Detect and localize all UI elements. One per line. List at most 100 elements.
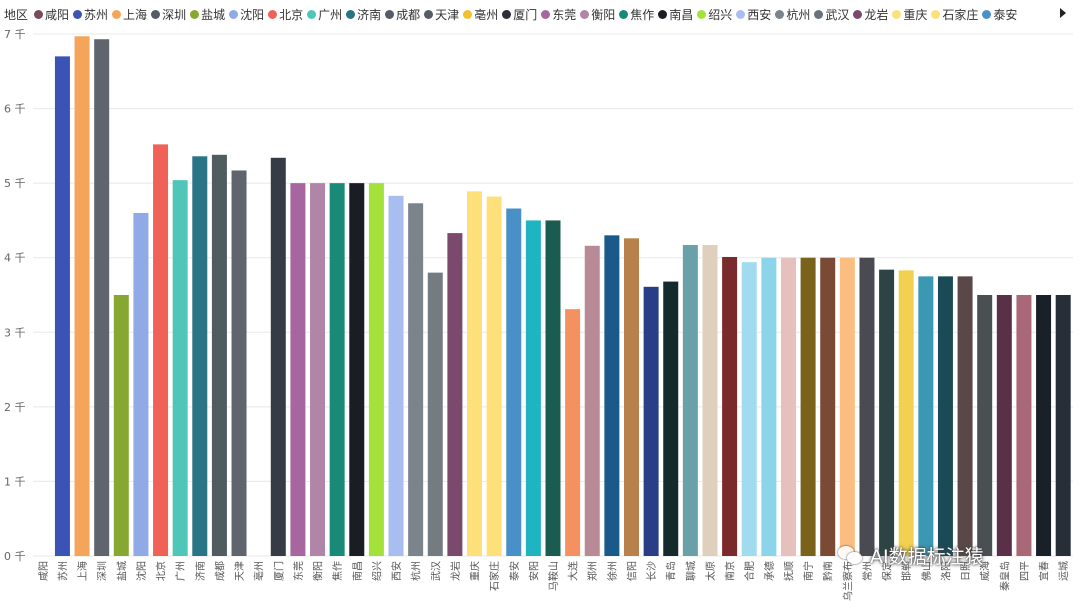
legend-item[interactable]: 亳州 [463, 6, 498, 23]
legend-item[interactable]: 西安 [736, 6, 771, 23]
legend-item-label: 南昌 [669, 7, 694, 22]
bar[interactable] [290, 183, 306, 556]
legend-item[interactable]: 咸阳 [34, 6, 69, 23]
bar[interactable] [368, 183, 384, 556]
bar[interactable] [584, 245, 600, 557]
bar[interactable] [506, 208, 522, 557]
legend-item[interactable]: 苏州 [73, 6, 108, 23]
x-tick-label: 马鞍山 [547, 561, 560, 591]
bar[interactable] [113, 295, 129, 556]
bar[interactable] [1036, 295, 1052, 556]
bar[interactable] [918, 276, 934, 556]
legend-item[interactable]: 石家庄 [931, 6, 978, 23]
bar[interactable] [663, 281, 679, 556]
legend-item[interactable]: 盐城 [190, 6, 225, 23]
x-tick-label: 长沙 [646, 561, 658, 581]
bar[interactable] [270, 157, 286, 556]
bar[interactable] [859, 257, 875, 556]
bar[interactable] [54, 56, 70, 556]
legend-item[interactable]: 厦门 [502, 6, 537, 23]
legend-item-label: 咸阳 [45, 7, 70, 22]
bar[interactable] [467, 191, 483, 557]
bar[interactable] [329, 183, 345, 556]
legend-item[interactable]: 焦作 [619, 6, 654, 23]
legend-item-label: 焦作 [630, 7, 655, 22]
legend-item[interactable]: 成都 [385, 6, 420, 23]
legend-item[interactable]: 广州 [307, 6, 342, 23]
bar[interactable] [310, 183, 326, 556]
bar[interactable] [565, 309, 581, 556]
legend-item[interactable]: 泰安 [982, 6, 1017, 23]
legend-item-label: 武汉 [825, 7, 850, 22]
legend-color-dot [931, 9, 941, 19]
bar[interactable] [349, 183, 365, 556]
bar[interactable] [643, 286, 659, 556]
legend-item[interactable]: 南昌 [658, 6, 693, 23]
bar[interactable] [741, 262, 757, 556]
legend-item[interactable]: 北京 [268, 6, 303, 23]
legend-item[interactable]: 天津 [424, 6, 459, 23]
legend-color-dot [424, 9, 434, 19]
legend-item[interactable]: 东莞 [541, 6, 576, 23]
bar[interactable] [780, 257, 796, 556]
bar[interactable] [525, 220, 541, 556]
legend-item[interactable]: 重庆 [892, 6, 927, 23]
bar[interactable] [172, 180, 188, 556]
legend-item-label: 沈阳 [240, 7, 265, 22]
bar[interactable] [623, 238, 639, 556]
bar[interactable] [722, 256, 738, 556]
legend-item[interactable]: 龙岩 [853, 6, 888, 23]
bar[interactable] [447, 233, 463, 556]
legend-item[interactable]: 济南 [346, 6, 381, 23]
bar[interactable] [94, 39, 110, 557]
x-tick-label: 南宁 [802, 561, 815, 581]
bar[interactable] [1016, 295, 1032, 556]
x-tick-label: 天津 [234, 561, 246, 581]
legend-item-label: 盐城 [201, 7, 226, 22]
bar[interactable] [898, 270, 914, 556]
bar[interactable] [486, 196, 502, 556]
bar[interactable] [133, 212, 149, 556]
bar[interactable] [1055, 295, 1071, 556]
bar[interactable] [937, 276, 953, 556]
legend-color-dot [982, 9, 992, 19]
legend-item[interactable]: 沈阳 [229, 6, 264, 23]
legend-next-page-icon[interactable] [1060, 8, 1066, 18]
x-tick-label: 苏州 [56, 561, 69, 581]
legend-item[interactable]: 衡阳 [580, 6, 615, 23]
bar[interactable] [977, 295, 993, 556]
legend-item[interactable]: 绍兴 [697, 6, 732, 23]
x-tick-label: 徐州 [606, 561, 619, 581]
bar[interactable] [388, 195, 404, 556]
bar[interactable] [957, 276, 973, 556]
legend-item[interactable]: 深圳 [151, 6, 186, 23]
bar[interactable] [74, 36, 90, 557]
bar[interactable] [839, 257, 855, 556]
bar[interactable] [427, 272, 443, 556]
y-axis-tick-labels: 0 千 1 千 2 千 3 千 4 千 5 千 6 千 7 千 [4, 28, 26, 563]
bar[interactable] [682, 245, 698, 556]
bar[interactable] [545, 220, 561, 556]
bar[interactable] [192, 156, 208, 556]
x-tick-label: 常州 [861, 561, 874, 581]
bar[interactable] [211, 154, 227, 556]
bar[interactable] [231, 170, 247, 557]
legend-item[interactable]: 武汉 [814, 6, 849, 23]
bar[interactable] [702, 245, 718, 556]
legend-color-dot [34, 9, 44, 19]
legend-item[interactable]: 杭州 [775, 6, 810, 23]
legend-item[interactable]: 上海 [112, 6, 147, 23]
bar[interactable] [820, 257, 836, 556]
bar[interactable] [879, 269, 895, 556]
bar[interactable] [153, 144, 169, 556]
y-tick-label: 6 千 [4, 103, 26, 116]
bar[interactable] [761, 257, 777, 556]
x-tick-label: 承德 [763, 561, 776, 581]
x-tick-label: 龙岩 [449, 561, 462, 581]
x-tick-label: 衡阳 [313, 561, 325, 581]
bar[interactable] [800, 257, 816, 556]
bar[interactable] [408, 203, 424, 556]
bar[interactable] [996, 295, 1012, 556]
bar[interactable] [604, 235, 620, 557]
